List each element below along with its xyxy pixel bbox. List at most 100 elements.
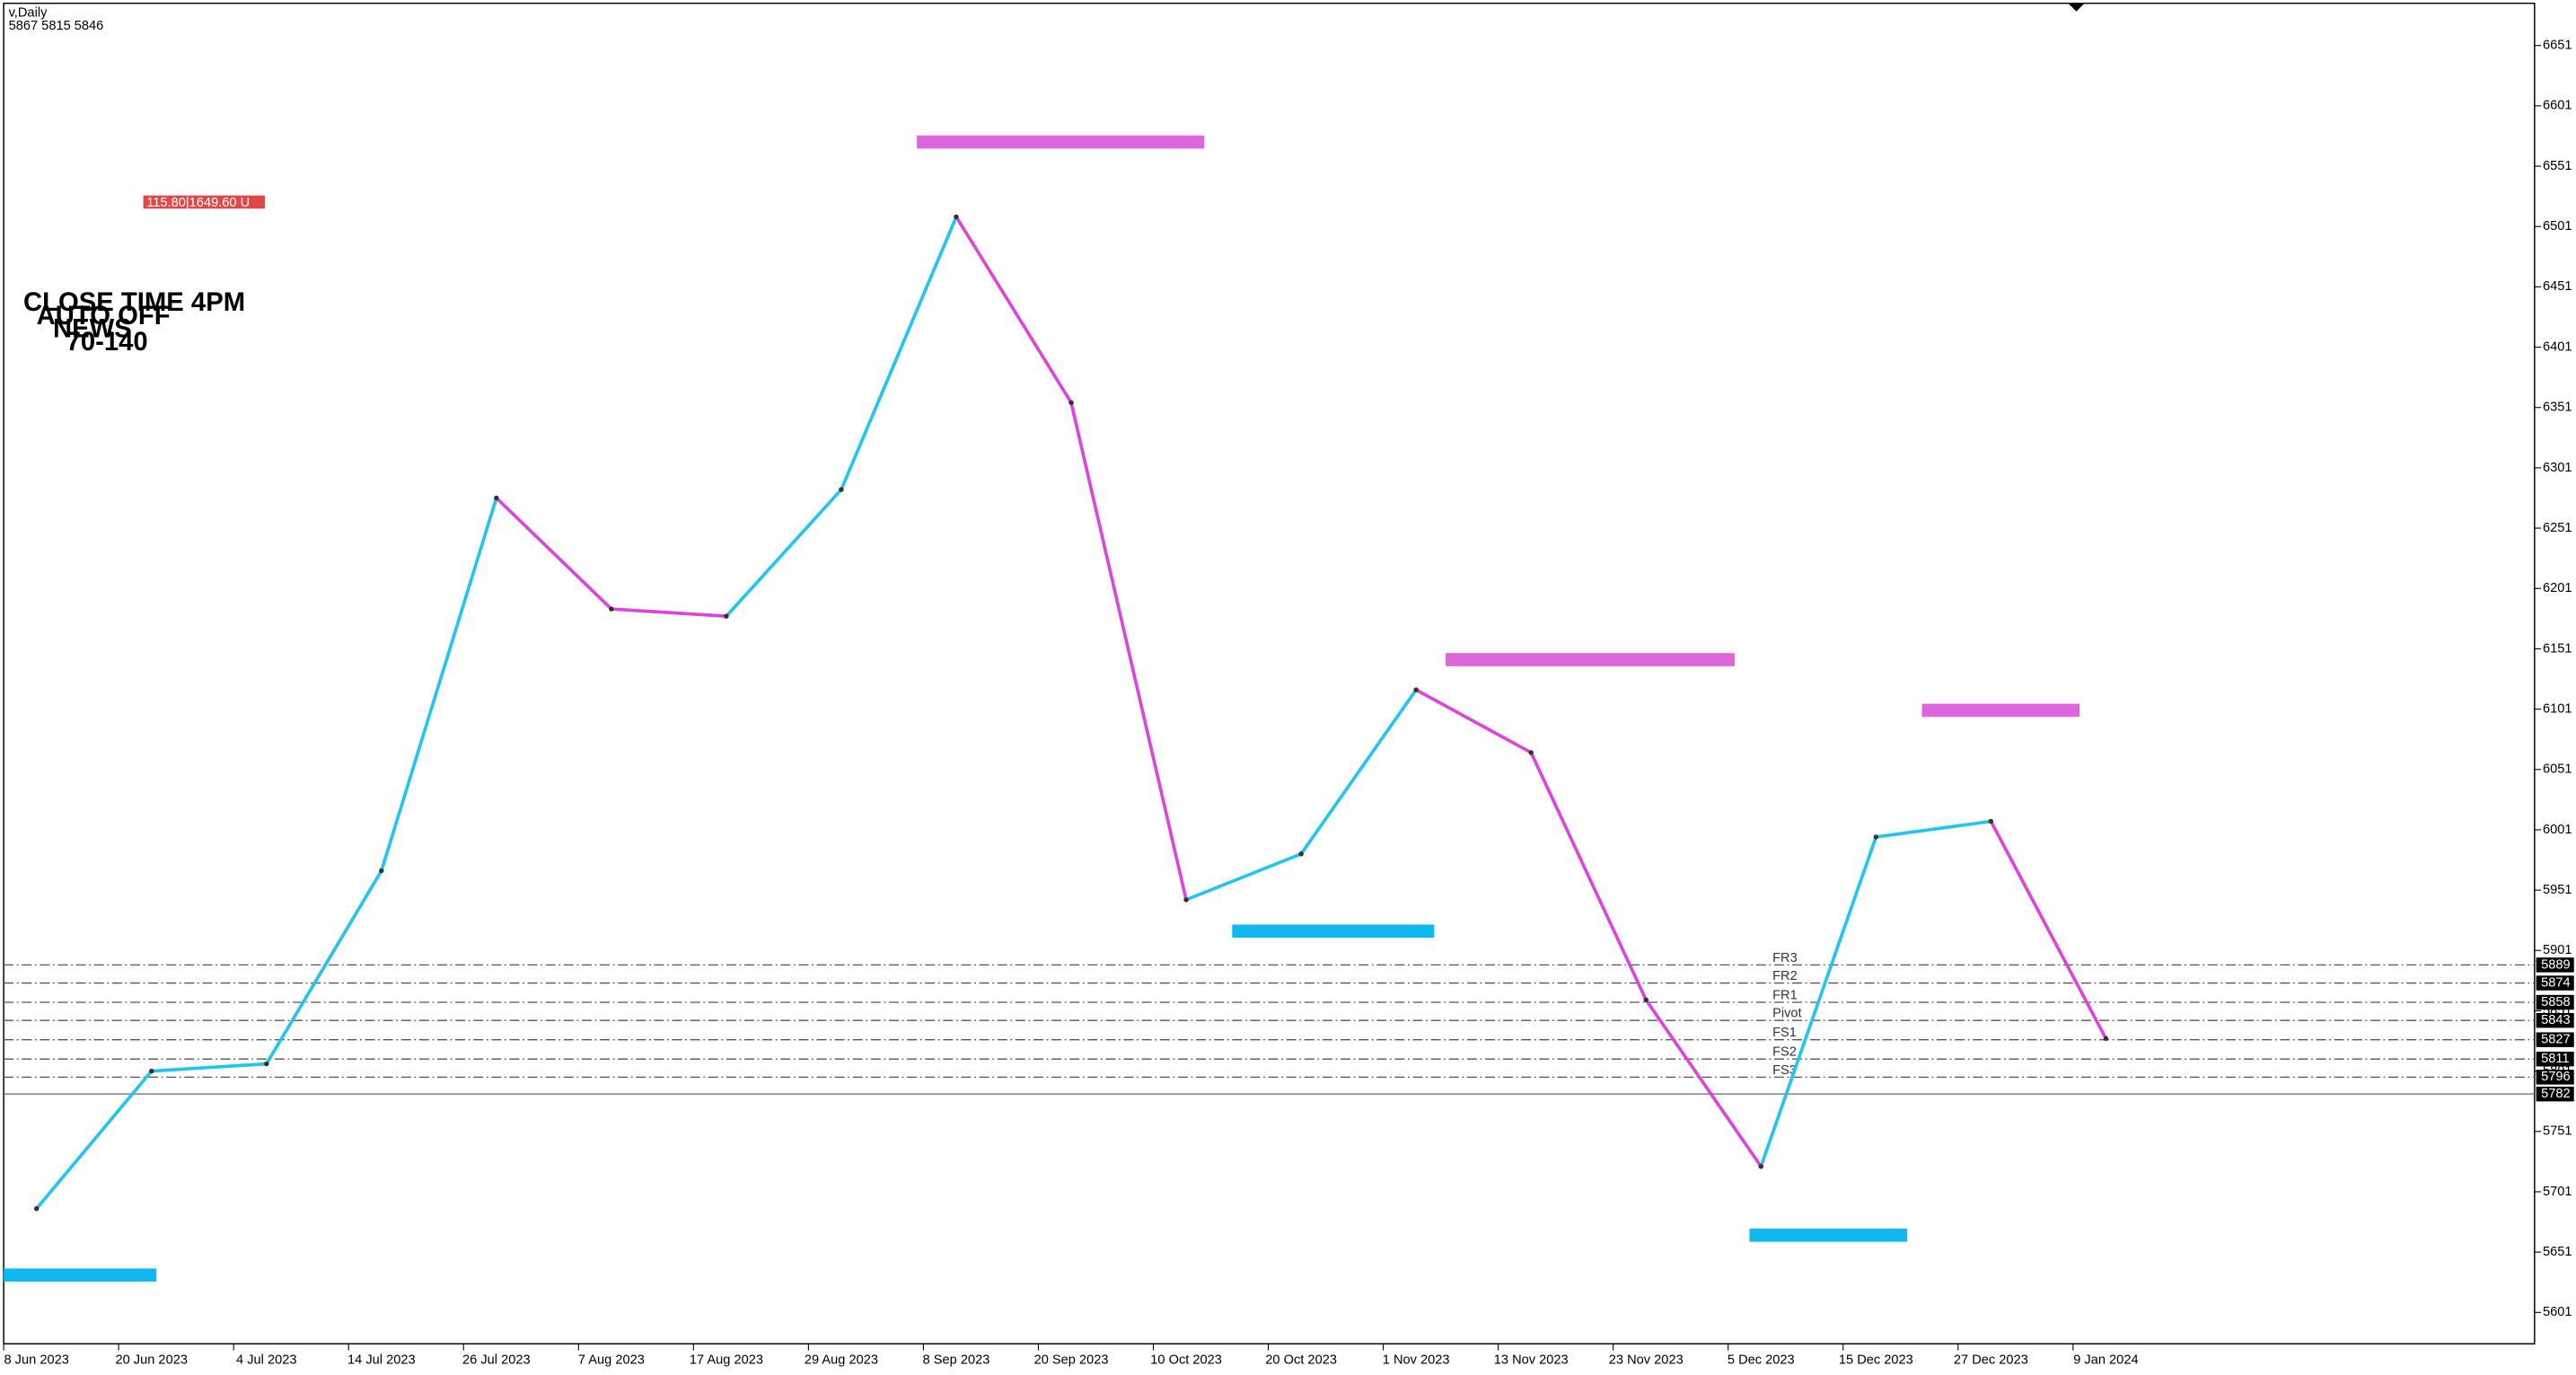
plot-frame — [3, 2, 2536, 1344]
x-tick-label: 20 Oct 2023 — [1265, 1353, 1337, 1367]
x-tick-label: 20 Sep 2023 — [1034, 1353, 1109, 1367]
price-box — [2536, 1032, 2574, 1047]
y-tick-label: 6651 — [2543, 39, 2572, 53]
price-label: 5796 — [2541, 1070, 2571, 1084]
x-tick-label: 1 Nov 2023 — [1383, 1353, 1450, 1367]
y-tick-label: 5751 — [2543, 1124, 2572, 1139]
price-box — [2536, 1070, 2574, 1085]
x-tick-label: 8 Jun 2023 — [4, 1353, 68, 1367]
x-tick-label: 27 Dec 2023 — [1954, 1353, 2028, 1367]
zone — [1446, 653, 1736, 666]
zone — [917, 135, 1205, 149]
point — [1298, 851, 1304, 857]
note: AUTO OFF — [37, 302, 171, 331]
x-tick-label: 29 Aug 2023 — [804, 1353, 878, 1367]
point — [1873, 834, 1879, 840]
pivot-name: FR1 — [1772, 989, 1798, 1003]
point — [1643, 997, 1648, 1003]
x-tick-label: 7 Aug 2023 — [578, 1353, 645, 1367]
symbol: v,Daily — [9, 5, 48, 20]
pivot-name: FS2 — [1772, 1045, 1797, 1060]
price-label: 5843 — [2541, 1013, 2571, 1027]
trend-segment — [840, 216, 958, 490]
trend-segment — [725, 488, 843, 618]
price-label: 5827 — [2541, 1033, 2571, 1047]
point — [379, 868, 384, 874]
trend-segment — [1876, 819, 1991, 839]
pivot-name: FS1 — [1772, 1026, 1797, 1040]
trend-segment — [1069, 401, 1188, 901]
zone — [1232, 924, 1435, 939]
x-tick-label: 13 Nov 2023 — [1494, 1353, 1569, 1367]
y-tick-label: 6451 — [2543, 279, 2572, 294]
trend-segment — [611, 607, 727, 618]
point — [1528, 750, 1534, 755]
point — [839, 487, 844, 492]
trend-segment — [1299, 689, 1418, 855]
point — [148, 1068, 154, 1074]
pivot-name: FR2 — [1772, 969, 1798, 983]
y-tick-label: 6351 — [2543, 401, 2572, 415]
trend-segment — [1759, 836, 1878, 1168]
x-tick-label: 5 Dec 2023 — [1728, 1353, 1795, 1367]
price-box — [2536, 1086, 2574, 1102]
trend-segment — [495, 497, 613, 611]
badge-bg — [143, 195, 265, 209]
x-tick-label: 10 Oct 2023 — [1150, 1353, 1222, 1367]
trend-segment — [151, 1062, 267, 1073]
x-tick-label: 4 Jul 2023 — [236, 1353, 297, 1367]
trend-segment — [1644, 999, 1763, 1168]
y-tick-label: 5951 — [2543, 883, 2572, 897]
trend-segment — [380, 497, 498, 872]
y-tick-label: 6101 — [2543, 701, 2572, 716]
pivot-name: FS3 — [1772, 1063, 1797, 1078]
x-tick-label: 14 Jul 2023 — [347, 1353, 416, 1367]
y-tick-label: 6401 — [2543, 339, 2572, 354]
y-tick-label: 6051 — [2543, 762, 2572, 777]
y-tick-label: 6251 — [2543, 521, 2572, 535]
note: 70-140 — [66, 328, 148, 357]
y-tick-label: 6201 — [2543, 581, 2572, 595]
price-box — [2536, 1051, 2574, 1067]
price-label: 5858 — [2541, 995, 2571, 1009]
pivot-name: FR3 — [1772, 951, 1798, 965]
y-tick-label: 6551 — [2543, 159, 2572, 173]
point — [609, 606, 614, 612]
y-tick-label: 6501 — [2543, 219, 2572, 234]
note: NEWS — [53, 314, 132, 343]
y-tick-label: 6601 — [2543, 99, 2572, 113]
price-label: 5811 — [2541, 1052, 2569, 1066]
y-tick-label: 6301 — [2543, 461, 2572, 475]
price-box — [2536, 957, 2574, 973]
price-label: 5782 — [2541, 1087, 2571, 1101]
point — [2103, 1036, 2109, 1042]
point — [1413, 687, 1419, 692]
badge: 115.80|1649.60 U — [146, 196, 250, 210]
point — [954, 214, 959, 220]
trend-segment — [1415, 688, 1533, 754]
zone — [1749, 1229, 1908, 1242]
shift-marker — [2068, 3, 2085, 12]
y-tick-label: 5701 — [2543, 1185, 2572, 1199]
point — [1988, 818, 1994, 824]
trend-segment — [1185, 852, 1302, 902]
y-tick-label: 6001 — [2543, 823, 2572, 837]
pivot-name: Pivot — [1772, 1007, 1802, 1021]
ohlc: 5867 5815 5846 — [9, 19, 104, 33]
point — [1758, 1164, 1764, 1169]
price-label: 5874 — [2541, 975, 2571, 990]
x-tick-label: 17 Aug 2023 — [690, 1353, 763, 1367]
point — [724, 613, 729, 619]
point — [1183, 897, 1189, 903]
note: CLOSE TIME 4PM — [23, 288, 245, 317]
x-tick-label: 23 Nov 2023 — [1609, 1353, 1684, 1367]
y-tick-label: 5601 — [2543, 1305, 2572, 1319]
price-box — [2536, 994, 2574, 1010]
zone — [1921, 703, 2080, 718]
y-tick-label: 5651 — [2543, 1245, 2572, 1259]
trend-segment — [35, 1070, 154, 1210]
zone — [4, 1268, 157, 1282]
x-tick-label: 26 Jul 2023 — [462, 1353, 531, 1367]
x-tick-label: 20 Jun 2023 — [115, 1353, 188, 1367]
y-tick-label: 5901 — [2543, 943, 2572, 957]
